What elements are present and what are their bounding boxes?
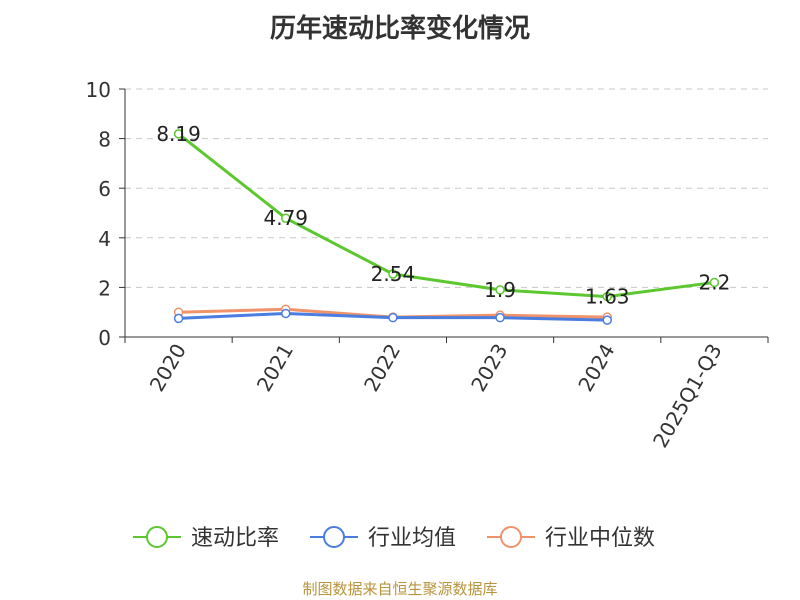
data-point-series-2 [173, 313, 184, 324]
legend-label: 速动比率 [191, 526, 279, 551]
chart-title: 历年速动比率变化情况 [269, 14, 530, 44]
data-label: 8.19 [156, 122, 201, 146]
data-label: 1.63 [585, 285, 630, 309]
axes: 0 2 4 6 8 10 2020 2021 2022 2023 2024 2025Q1-Q3 [86, 78, 769, 452]
legend-marker-icon [146, 526, 168, 548]
data-point-series-2 [388, 312, 398, 323]
data-point-series-1 [388, 269, 398, 279]
x-tick-label: 2021 [252, 340, 298, 396]
data-point-series-1 [281, 213, 291, 223]
data-point-series-2 [495, 312, 505, 323]
legend-label: 行业均值 [368, 526, 456, 551]
x-tick-label: 2022 [359, 340, 405, 396]
y-tick-label: 4 [98, 227, 111, 251]
data-point-series-1 [495, 285, 505, 295]
legend[interactable]: 速动比率 行业均值 行业中位数 [133, 526, 655, 551]
legend-item-3[interactable]: 行业中位数 [487, 526, 655, 551]
data-label: 4.79 [263, 206, 308, 230]
y-tick-label: 8 [98, 128, 111, 152]
series-line-1 [177, 132, 715, 299]
data-point-series-1 [709, 277, 720, 288]
data-point-series-1 [602, 291, 612, 302]
legend-item-2[interactable]: 行业均值 [310, 526, 456, 551]
legend-item-1[interactable]: 速动比率 [133, 526, 279, 551]
y-tick-label: 10 [86, 78, 111, 102]
data-label: 2.2 [699, 270, 731, 294]
data-labels: 8.19 4.79 2.54 1.9 1.63 2.2 [156, 122, 730, 309]
source-note: 制图数据来自恒生聚源数据库 [302, 580, 498, 598]
y-tick-label: 0 [98, 326, 111, 350]
grid-lines [125, 88, 768, 288]
data-point-series-2 [281, 308, 291, 319]
data-label: 2.54 [371, 262, 416, 286]
data-point-series-1 [173, 129, 184, 139]
x-tick-label: 2025Q1-Q3 [648, 340, 727, 452]
legend-marker-icon [323, 526, 345, 548]
legend-marker-icon [500, 526, 522, 548]
y-tick-label: 6 [98, 177, 111, 201]
x-tick-label: 2023 [466, 340, 512, 396]
legend-label: 行业中位数 [545, 526, 655, 551]
series-lines [173, 129, 720, 325]
x-tick-label: 2020 [145, 340, 191, 396]
data-point-series-2 [602, 315, 612, 325]
data-label: 1.9 [484, 278, 516, 302]
y-tick-label: 2 [98, 276, 111, 300]
x-tick-label: 2024 [573, 340, 619, 396]
